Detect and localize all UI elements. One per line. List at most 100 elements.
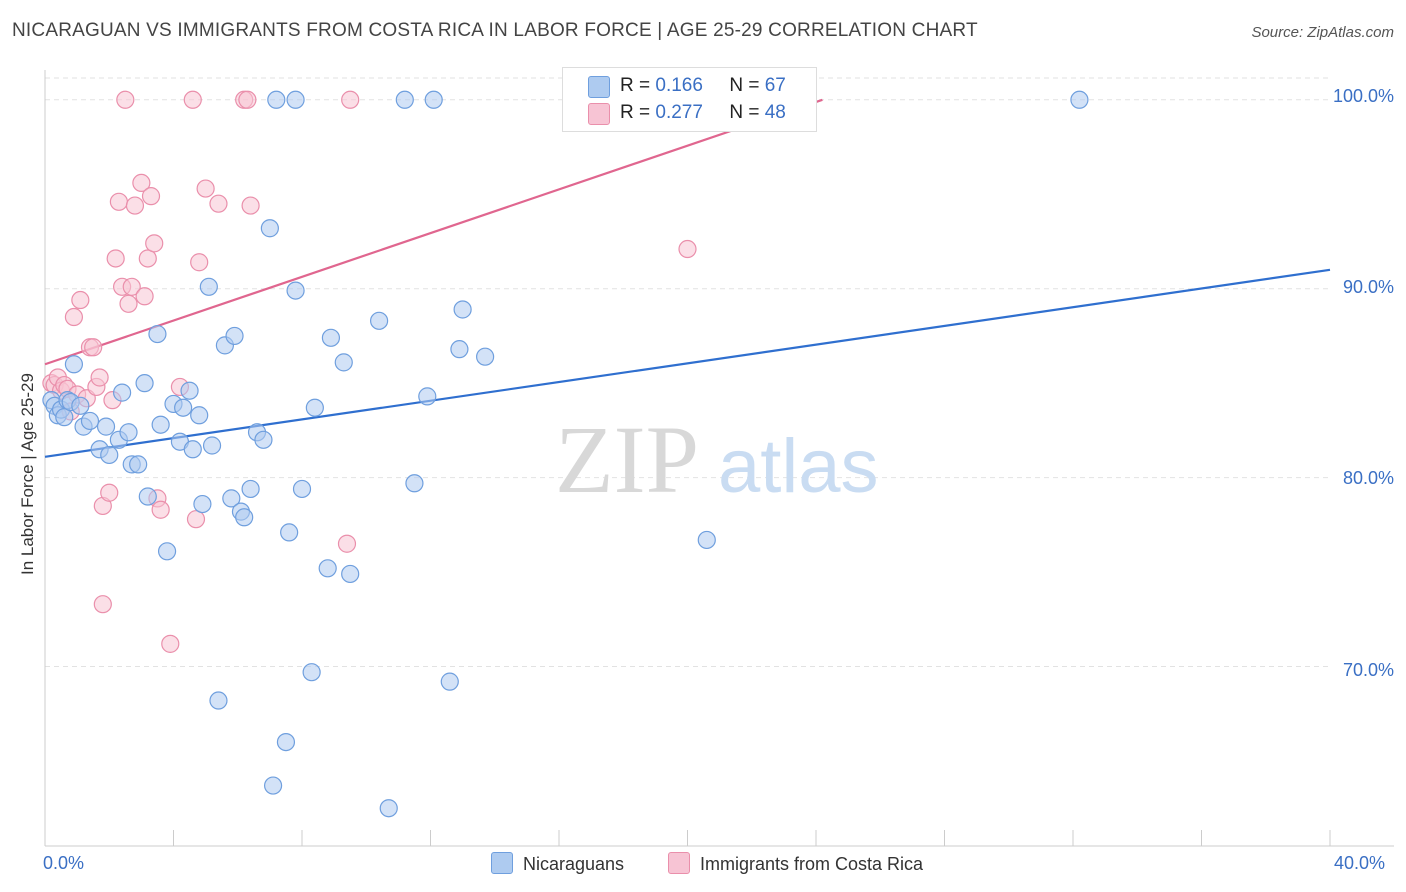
legend-n-value: 48 xyxy=(764,102,786,123)
data-point-nicaraguans xyxy=(254,430,273,449)
data-point-nicaraguans xyxy=(193,494,212,514)
bottom-legend-nicaraguans: Nicaraguans xyxy=(491,852,624,875)
data-point-nicaraguans xyxy=(71,396,90,415)
data-point-costa-rica xyxy=(151,500,170,519)
data-point-nicaraguans xyxy=(321,328,341,347)
data-point-costa-rica xyxy=(100,483,119,502)
data-point-nicaraguans xyxy=(135,374,154,393)
bottom-legend-swatch-pink xyxy=(668,852,690,874)
data-point-nicaraguans xyxy=(138,487,157,506)
data-point-nicaraguans xyxy=(476,347,495,366)
data-point-nicaraguans xyxy=(157,542,177,561)
y-tick-label: 70.0% xyxy=(1342,660,1394,680)
data-point-nicaraguans xyxy=(180,381,199,400)
data-point-costa-rica xyxy=(190,253,209,272)
data-point-costa-rica xyxy=(241,196,260,215)
data-point-nicaraguans xyxy=(183,440,202,459)
trend-line-costa-rica xyxy=(44,98,823,366)
data-point-nicaraguans xyxy=(55,408,74,427)
watermark-zip: ZIP xyxy=(555,406,699,513)
data-point-costa-rica xyxy=(122,277,141,296)
points-costa-rica xyxy=(42,90,697,653)
watermark: ZIP atlas xyxy=(555,406,879,513)
bottom-legend-costa-rica: Immigrants from Costa Rica xyxy=(668,852,923,875)
legend-swatch-pink xyxy=(588,103,610,125)
data-point-costa-rica xyxy=(116,90,135,109)
data-point-nicaraguans xyxy=(276,732,296,752)
legend: R = 0.166 N = 67 R = 0.277 N = 48 xyxy=(562,67,817,132)
data-point-nicaraguans xyxy=(405,474,424,493)
y-axis-label: In Labor Force | Age 25-29 xyxy=(18,373,37,575)
data-point-costa-rica xyxy=(145,234,164,253)
data-point-nicaraguans xyxy=(80,411,100,431)
data-point-nicaraguans xyxy=(209,691,228,710)
data-point-nicaraguans xyxy=(129,455,148,474)
data-point-nicaraguans xyxy=(334,353,353,372)
bottom-legend-swatch-blue xyxy=(491,852,513,874)
watermark-atlas: atlas xyxy=(718,424,879,509)
legend-r-label: R = xyxy=(620,102,651,123)
data-point-costa-rica xyxy=(209,194,228,213)
data-point-costa-rica xyxy=(161,634,180,653)
legend-n-label: N = xyxy=(729,75,760,96)
data-point-nicaraguans xyxy=(1070,90,1089,109)
data-point-costa-rica xyxy=(125,196,145,215)
data-point-nicaraguans xyxy=(418,387,437,406)
data-point-nicaraguans xyxy=(260,219,279,238)
data-point-nicaraguans xyxy=(263,776,283,795)
data-point-nicaraguans xyxy=(235,508,254,527)
data-point-nicaraguans xyxy=(302,663,321,682)
data-point-costa-rica xyxy=(93,595,112,614)
data-point-nicaraguans xyxy=(151,415,170,434)
gridlines xyxy=(45,77,1330,668)
data-point-nicaraguans xyxy=(341,564,360,584)
source-credit: Source: ZipAtlas.com xyxy=(1251,24,1394,41)
data-point-costa-rica xyxy=(238,90,257,109)
data-point-costa-rica xyxy=(135,287,154,306)
bottom-legend-label: Nicaraguans xyxy=(523,854,625,874)
data-point-costa-rica xyxy=(183,90,202,109)
data-point-nicaraguans xyxy=(241,479,260,499)
data-point-costa-rica xyxy=(109,192,128,211)
data-point-nicaraguans xyxy=(305,398,324,417)
data-point-costa-rica xyxy=(119,294,138,313)
legend-n-value: 67 xyxy=(764,75,786,96)
data-point-costa-rica xyxy=(678,239,697,259)
data-point-nicaraguans xyxy=(318,559,337,578)
data-point-nicaraguans xyxy=(697,530,716,550)
legend-r-value: 0.277 xyxy=(655,102,703,123)
data-point-costa-rica xyxy=(141,187,161,206)
data-point-nicaraguans xyxy=(450,340,469,359)
data-point-nicaraguans xyxy=(64,355,84,374)
y-tick-label: 90.0% xyxy=(1342,277,1394,297)
data-point-nicaraguans xyxy=(379,799,398,818)
chart-title: NICARAGUAN VS IMMIGRANTS FROM COSTA RICA… xyxy=(12,20,978,41)
data-point-nicaraguans xyxy=(267,90,286,109)
data-point-nicaraguans xyxy=(174,398,193,417)
data-point-nicaraguans xyxy=(225,326,244,346)
data-point-nicaraguans xyxy=(100,445,119,465)
y-tick-label: 100.0% xyxy=(1332,86,1394,106)
data-point-costa-rica xyxy=(337,534,357,553)
data-point-nicaraguans xyxy=(424,90,443,109)
x-tick-label: 0.0% xyxy=(43,853,85,873)
data-point-nicaraguans xyxy=(453,300,472,319)
data-point-nicaraguans xyxy=(202,436,222,455)
points-nicaraguans xyxy=(42,90,1089,818)
data-point-costa-rica xyxy=(186,510,206,529)
data-point-nicaraguans xyxy=(292,479,312,499)
data-point-nicaraguans xyxy=(370,311,389,330)
data-point-nicaraguans xyxy=(286,281,305,300)
data-point-costa-rica xyxy=(138,249,157,268)
data-point-costa-rica xyxy=(341,90,360,109)
data-point-nicaraguans xyxy=(190,406,209,425)
data-point-nicaraguans xyxy=(440,672,459,691)
data-point-nicaraguans xyxy=(112,383,132,402)
x-tick-label: 40.0% xyxy=(1334,853,1386,873)
y-tick-label: 80.0% xyxy=(1342,468,1394,488)
data-point-nicaraguans xyxy=(280,523,299,542)
legend-swatch-blue xyxy=(588,76,610,98)
bottom-legend-label: Immigrants from Costa Rica xyxy=(700,854,924,874)
trend-lines xyxy=(44,98,1331,458)
